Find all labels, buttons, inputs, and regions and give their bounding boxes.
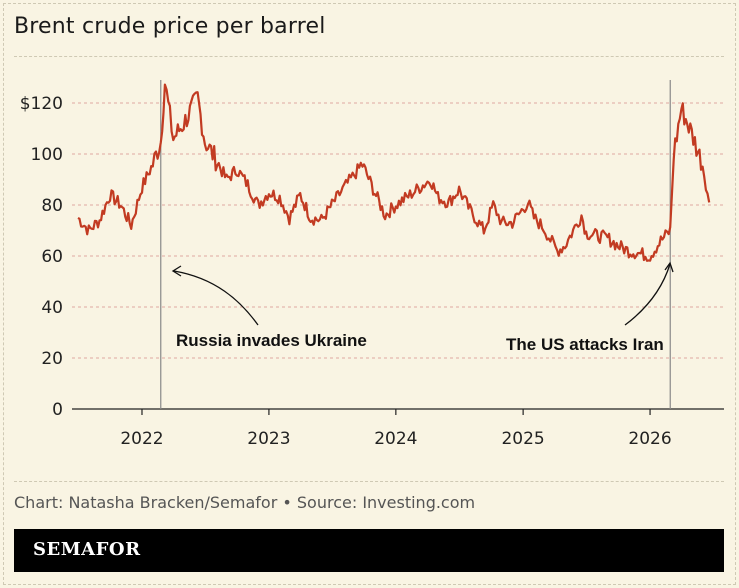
x-tick-label: 2026: [628, 429, 671, 449]
annotation-arrow: [173, 270, 259, 326]
y-tick-label: $120: [20, 94, 63, 114]
y-tick-label: 60: [41, 247, 63, 267]
annotation-arrow: [624, 263, 671, 326]
y-tick-label: 20: [41, 349, 63, 369]
x-tick-label: 2024: [374, 429, 417, 449]
y-tick-label: 0: [52, 400, 63, 420]
x-tick-label: 2023: [247, 429, 290, 449]
annotation-arrowhead: [664, 261, 674, 273]
x-tick-label: 2022: [120, 429, 163, 449]
chart-frame: [3, 3, 736, 585]
price-series-line: [77, 83, 711, 262]
brand-bar: SEMAFOR: [14, 529, 724, 572]
y-tick-label: 40: [41, 298, 63, 318]
title-separator: [14, 56, 724, 57]
annotation-arrowhead: [171, 265, 182, 277]
annotation-label: The US attacks Iran: [506, 335, 664, 354]
chart-credit: Chart: Natasha Bracken/Semafor • Source:…: [14, 493, 476, 512]
annotation-label: Russia invades Ukraine: [176, 331, 367, 350]
y-tick-label: 80: [41, 196, 63, 216]
footer-separator: [14, 481, 724, 482]
chart-title: Brent crude price per barrel: [14, 14, 326, 39]
y-tick-label: 100: [31, 145, 63, 165]
brand-logo: SEMAFOR: [33, 539, 141, 560]
x-tick-label: 2025: [501, 429, 544, 449]
